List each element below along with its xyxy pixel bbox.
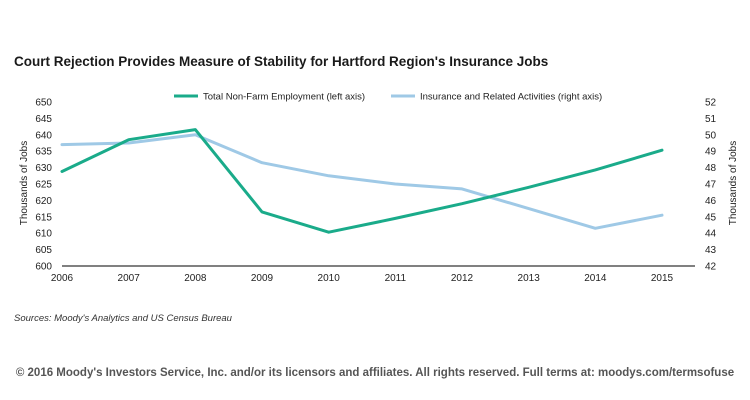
left-tick-label: 625	[35, 180, 52, 191]
x-tick-label: 2011	[385, 273, 407, 284]
legend: Total Non-Farm Employment (left axis) In…	[174, 92, 602, 103]
left-tick-label: 610	[35, 229, 52, 240]
legend-label-employment: Total Non-Farm Employment (left axis)	[203, 92, 365, 103]
x-tick-label: 2015	[651, 273, 674, 284]
x-tick-label: 2010	[318, 273, 341, 284]
left-tick-label: 605	[35, 245, 52, 256]
right-tick-label: 45	[705, 212, 717, 223]
legend-label-insurance: Insurance and Related Activities (right …	[420, 92, 602, 103]
left-tick-label: 630	[35, 163, 52, 174]
left-tick-label: 650	[35, 98, 52, 109]
right-tick-label: 47	[705, 180, 717, 191]
right-tick-label: 49	[705, 147, 717, 158]
right-tick-label: 42	[705, 262, 717, 273]
left-tick-label: 645	[35, 114, 52, 125]
right-axis-ticks: 42 43 44 45 46 47 48 49 50 51 52	[705, 98, 717, 273]
x-tick-label: 2007	[118, 273, 141, 284]
left-tick-label: 615	[35, 212, 52, 223]
x-tick-label: 2008	[184, 273, 207, 284]
x-tick-label: 2014	[584, 273, 607, 284]
right-tick-label: 52	[705, 98, 717, 109]
x-tick-label: 2012	[451, 273, 474, 284]
x-tick-label: 2009	[251, 273, 274, 284]
x-tick-label: 2013	[518, 273, 541, 284]
right-tick-label: 51	[705, 114, 717, 125]
right-tick-label: 50	[705, 130, 717, 141]
left-tick-label: 620	[35, 196, 52, 207]
right-tick-label: 46	[705, 196, 717, 207]
series-line-employment	[60, 128, 664, 234]
x-axis-ticks: 2006 2007 2008 2009 2010 2011 2012 2013 2014 2015	[51, 273, 674, 284]
left-tick-label: 635	[35, 147, 52, 158]
left-tick-label: 640	[35, 130, 52, 141]
x-tick-label: 2006	[51, 273, 74, 284]
series-layer	[60, 128, 664, 234]
chart-title: Court Rejection Provides Measure of Stab…	[14, 54, 549, 69]
right-tick-label: 48	[705, 163, 717, 174]
right-axis-title: Thousands of Jobs	[728, 141, 739, 226]
right-tick-label: 43	[705, 245, 717, 256]
copyright-notice: © 2016 Moody's Investors Service, Inc. a…	[15, 367, 735, 379]
left-tick-label: 600	[35, 262, 52, 273]
left-axis-title: Thousands of Jobs	[19, 141, 30, 226]
right-tick-label: 44	[705, 229, 717, 240]
left-axis-ticks: 600 605 610 615 620 625 630 635 640 645 650	[35, 98, 52, 273]
series-line-insurance	[60, 133, 664, 230]
source-note: Sources: Moody's Analytics and US Census…	[14, 313, 232, 324]
